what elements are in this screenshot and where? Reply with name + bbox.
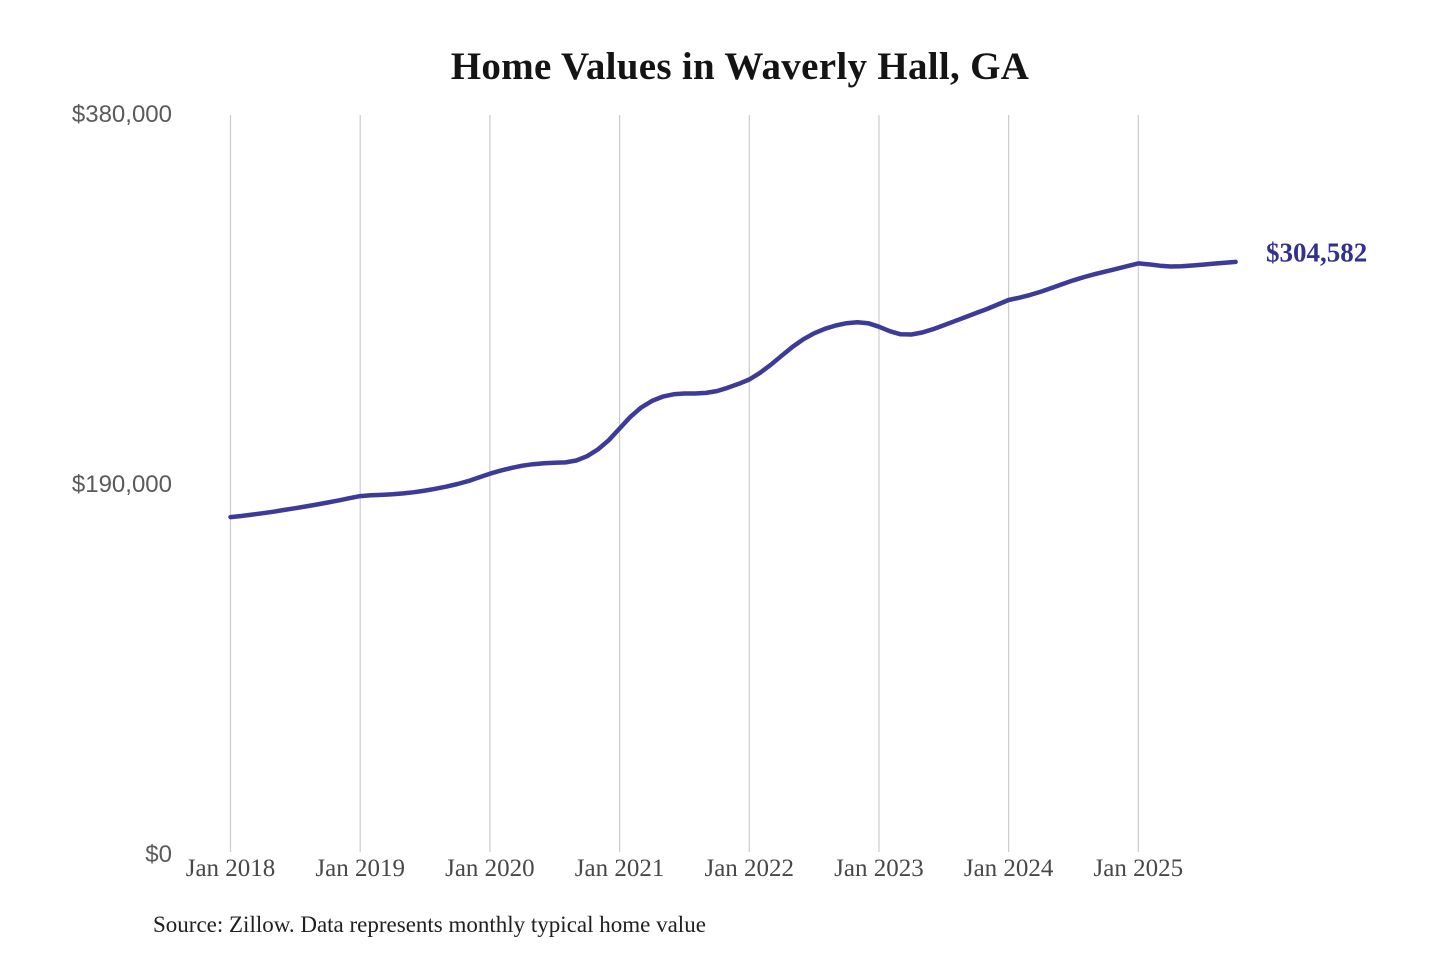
x-axis-label: Jan 2023 [834,855,924,882]
x-axis-label: Jan 2020 [445,855,535,882]
x-axis-label: Jan 2024 [963,855,1054,882]
x-axis-label: Jan 2018 [185,855,276,882]
y-axis-label: $190,000 [71,471,172,498]
y-axis-label: $0 [145,841,172,868]
x-axis-label: Jan 2021 [574,855,665,882]
latest-value-label: $304,582 [1266,237,1368,268]
x-axis-label: Jan 2022 [704,855,795,882]
home-value-line [228,259,1238,520]
chart-title: Home Values in Waverly Hall, GA [450,45,1030,88]
x-axis-label: Jan 2025 [1093,855,1184,882]
y-axis-label: $380,000 [71,101,172,128]
source-note: Source: Zillow. Data represents monthly … [153,912,706,937]
x-axis-label: Jan 2019 [315,855,405,882]
